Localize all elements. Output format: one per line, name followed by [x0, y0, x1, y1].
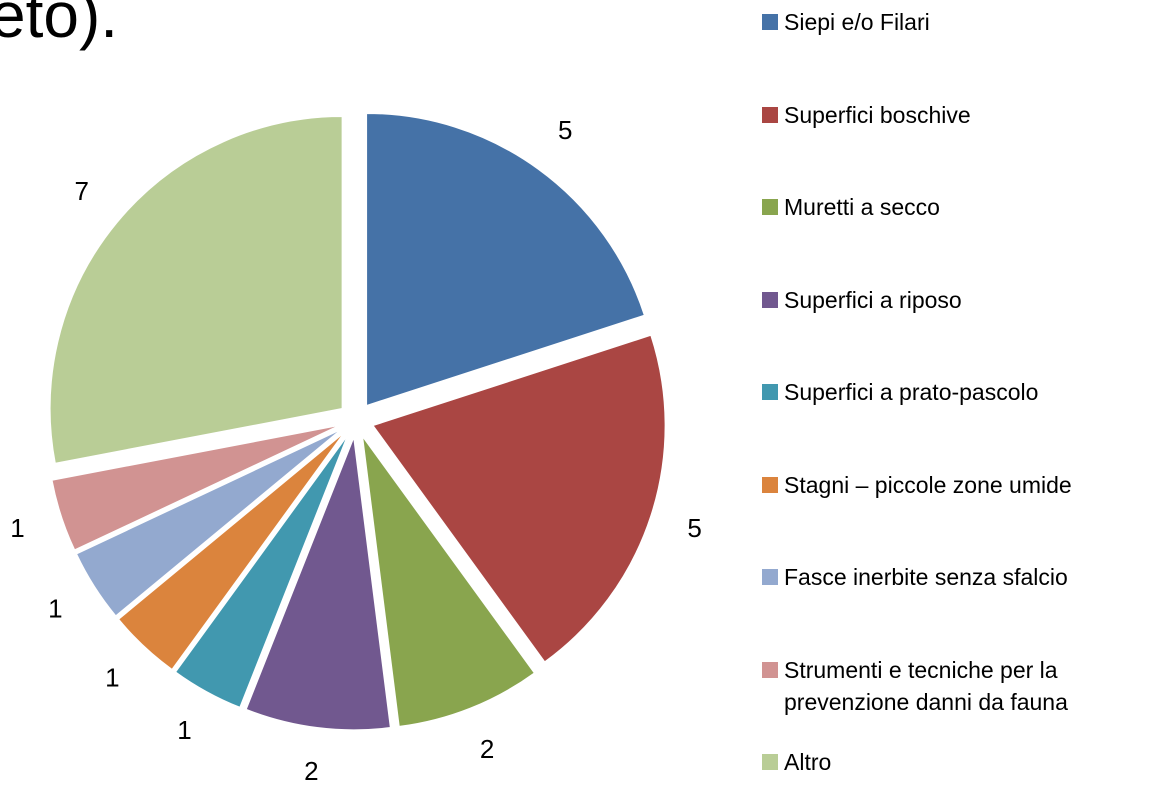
legend-swatch	[762, 384, 778, 400]
legend-swatch	[762, 754, 778, 770]
legend-label: Superfici a prato-pascolo	[784, 379, 1039, 405]
legend-label: Altro	[784, 749, 832, 775]
legend-swatch	[762, 291, 778, 308]
data-label: 5	[558, 115, 572, 145]
data-label: 1	[48, 594, 62, 624]
data-label: 2	[480, 734, 494, 764]
legend-item: Siepi e/o Filari	[762, 6, 1142, 38]
legend-swatch	[762, 14, 778, 30]
legend-label: Muretti a secco	[784, 194, 940, 220]
legend-swatch	[762, 569, 778, 585]
pie-slice	[51, 425, 340, 551]
legend-item: Stagni – piccole zone umide	[762, 469, 1142, 501]
legend-item: Superfici boschive	[762, 99, 1142, 131]
data-label: 5	[687, 513, 701, 543]
legend-label: Stagni – piccole zone umide	[784, 471, 1072, 498]
pie-slice	[49, 116, 343, 464]
data-label: 1	[10, 513, 24, 543]
pie-slice	[245, 437, 391, 731]
data-label: 7	[74, 176, 88, 206]
legend-label: Superfici a riposo	[784, 286, 962, 313]
legend-swatch	[762, 661, 778, 678]
legend-swatch	[762, 199, 778, 215]
pie-slice	[117, 432, 345, 671]
legend-label: Strumenti e tecniche per la prevenzione …	[784, 656, 1068, 715]
pie-slice	[372, 334, 666, 663]
data-label: 1	[105, 662, 119, 692]
legend-item: Fasce inerbite senza sfalcio	[762, 561, 1142, 593]
legend-item: Superfici a prato-pascolo	[762, 376, 1142, 408]
legend-swatch	[762, 476, 778, 493]
pie-slice	[174, 435, 348, 708]
legend-label: Fasce inerbite senza sfalcio	[784, 564, 1068, 590]
legend-item: Altro	[762, 746, 1142, 778]
legend-swatch	[762, 106, 778, 123]
legend-item: Strumenti e tecniche per la prevenzione …	[762, 654, 1142, 718]
pie-slice	[366, 112, 645, 407]
legend-label: Siepi e/o Filari	[784, 9, 930, 35]
legend-label: Superfici boschive	[784, 101, 971, 128]
data-label: 2	[304, 756, 318, 786]
legend-item: Superfici a riposo	[762, 284, 1142, 316]
chart-title: eto).	[0, 0, 119, 51]
pie-slice	[75, 429, 342, 617]
chart: 5 5 2 2 1 1 1 1 7	[10, 112, 702, 786]
pie-slice	[362, 436, 535, 727]
legend-item: Muretti a secco	[762, 191, 1142, 223]
data-label: 1	[177, 715, 191, 745]
